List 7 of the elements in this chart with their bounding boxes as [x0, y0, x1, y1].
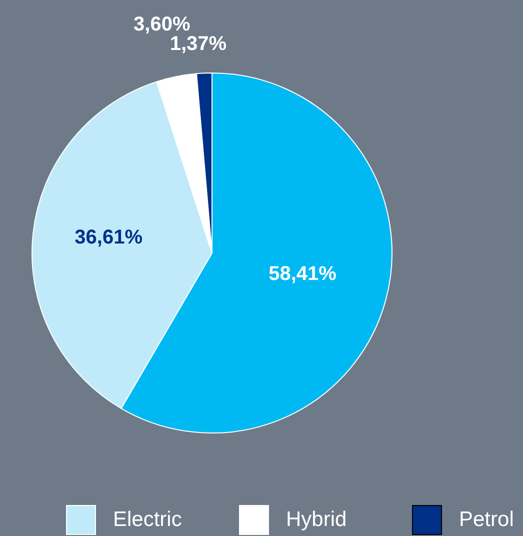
data-label: 58,41%	[268, 262, 337, 285]
legend-label: Petrol	[459, 508, 514, 532]
legend-label: Hybrid	[286, 508, 347, 532]
data-label: 1,37%	[170, 33, 227, 56]
legend-label: Electric	[113, 508, 182, 532]
data-label: 36,61%	[74, 226, 143, 248]
data-label: 3,60%	[134, 14, 190, 36]
